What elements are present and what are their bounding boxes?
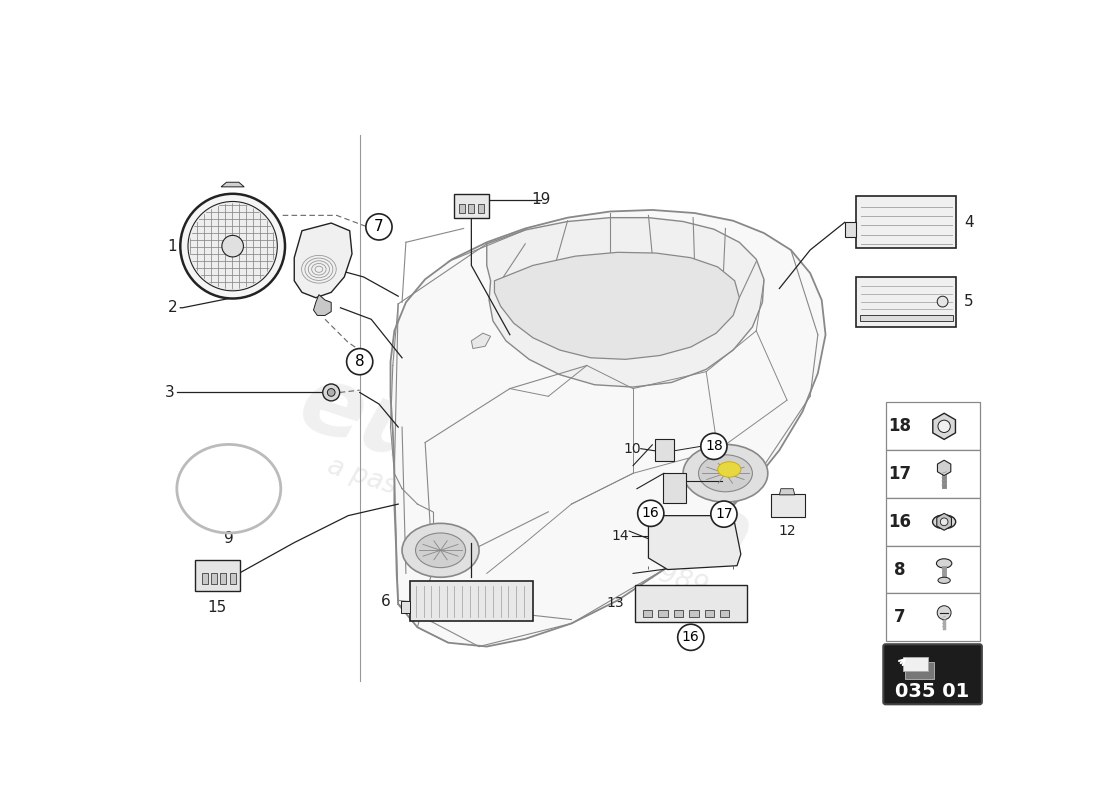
Text: 11: 11 [726, 474, 744, 488]
Polygon shape [221, 182, 244, 187]
FancyBboxPatch shape [886, 498, 980, 546]
Text: 16: 16 [682, 630, 700, 644]
FancyBboxPatch shape [883, 644, 982, 704]
Text: 8: 8 [355, 354, 364, 369]
Ellipse shape [936, 558, 952, 568]
Polygon shape [937, 460, 950, 476]
FancyBboxPatch shape [400, 601, 409, 614]
FancyBboxPatch shape [663, 473, 686, 503]
Circle shape [328, 389, 336, 396]
Polygon shape [295, 223, 352, 298]
Ellipse shape [938, 578, 950, 583]
Polygon shape [390, 210, 825, 646]
FancyBboxPatch shape [856, 196, 957, 249]
FancyBboxPatch shape [690, 610, 698, 618]
Text: 16: 16 [642, 506, 660, 520]
FancyBboxPatch shape [656, 439, 674, 461]
FancyBboxPatch shape [469, 204, 474, 213]
Circle shape [222, 235, 243, 257]
FancyBboxPatch shape [886, 594, 980, 641]
Text: 3: 3 [165, 385, 175, 400]
FancyBboxPatch shape [771, 494, 805, 517]
Ellipse shape [403, 523, 480, 578]
Text: 7: 7 [374, 219, 384, 234]
Circle shape [938, 420, 950, 433]
FancyBboxPatch shape [905, 662, 934, 679]
FancyBboxPatch shape [720, 610, 729, 618]
FancyBboxPatch shape [856, 277, 957, 327]
Polygon shape [779, 489, 794, 495]
FancyBboxPatch shape [220, 574, 227, 584]
FancyBboxPatch shape [230, 574, 235, 584]
Text: 14: 14 [612, 530, 629, 543]
FancyBboxPatch shape [886, 402, 980, 450]
FancyBboxPatch shape [845, 222, 856, 237]
Polygon shape [486, 218, 763, 387]
FancyBboxPatch shape [477, 204, 484, 213]
Polygon shape [933, 414, 956, 439]
FancyBboxPatch shape [886, 450, 980, 498]
Circle shape [940, 518, 948, 526]
Circle shape [366, 214, 392, 240]
Ellipse shape [698, 455, 752, 492]
Circle shape [346, 349, 373, 374]
FancyBboxPatch shape [453, 194, 490, 218]
Ellipse shape [683, 445, 768, 502]
Polygon shape [314, 294, 331, 315]
Text: 19: 19 [531, 193, 550, 207]
Ellipse shape [416, 533, 465, 568]
Text: 4: 4 [964, 214, 974, 230]
Text: 9: 9 [224, 531, 233, 546]
Ellipse shape [933, 515, 956, 529]
Text: 7: 7 [893, 608, 905, 626]
FancyBboxPatch shape [644, 610, 652, 618]
FancyBboxPatch shape [705, 610, 714, 618]
Text: 10: 10 [623, 442, 640, 456]
Text: 6: 6 [381, 594, 390, 609]
Text: eurooem: eurooem [287, 357, 763, 590]
Text: 1: 1 [167, 238, 177, 254]
Text: 18: 18 [888, 418, 911, 435]
Polygon shape [937, 514, 952, 530]
Polygon shape [649, 516, 741, 570]
Circle shape [937, 296, 948, 307]
Text: 15: 15 [208, 600, 227, 615]
Text: 2: 2 [167, 300, 177, 315]
Circle shape [638, 500, 664, 526]
Polygon shape [472, 333, 491, 349]
Text: a passion for parts since 1989: a passion for parts since 1989 [324, 454, 711, 601]
Circle shape [711, 501, 737, 527]
FancyBboxPatch shape [860, 314, 953, 321]
FancyBboxPatch shape [659, 610, 668, 618]
FancyBboxPatch shape [886, 546, 980, 594]
FancyBboxPatch shape [202, 574, 208, 584]
Circle shape [180, 194, 285, 298]
FancyBboxPatch shape [636, 585, 747, 622]
FancyBboxPatch shape [459, 204, 465, 213]
Text: 17: 17 [715, 507, 733, 521]
Circle shape [937, 606, 952, 619]
Ellipse shape [718, 462, 741, 477]
Polygon shape [495, 252, 739, 359]
Circle shape [188, 202, 277, 291]
Text: 13: 13 [606, 597, 624, 610]
Circle shape [322, 384, 340, 401]
Text: 8: 8 [893, 561, 905, 578]
FancyBboxPatch shape [211, 574, 218, 584]
FancyBboxPatch shape [903, 658, 928, 671]
Circle shape [678, 624, 704, 650]
Text: 18: 18 [705, 439, 723, 454]
FancyBboxPatch shape [195, 560, 240, 591]
Text: 035 01: 035 01 [895, 682, 970, 701]
FancyBboxPatch shape [409, 581, 534, 621]
Text: 17: 17 [888, 465, 911, 483]
Text: 12: 12 [778, 524, 796, 538]
FancyBboxPatch shape [674, 610, 683, 618]
Text: 5: 5 [964, 294, 974, 309]
Circle shape [701, 434, 727, 459]
Text: 16: 16 [888, 513, 911, 531]
